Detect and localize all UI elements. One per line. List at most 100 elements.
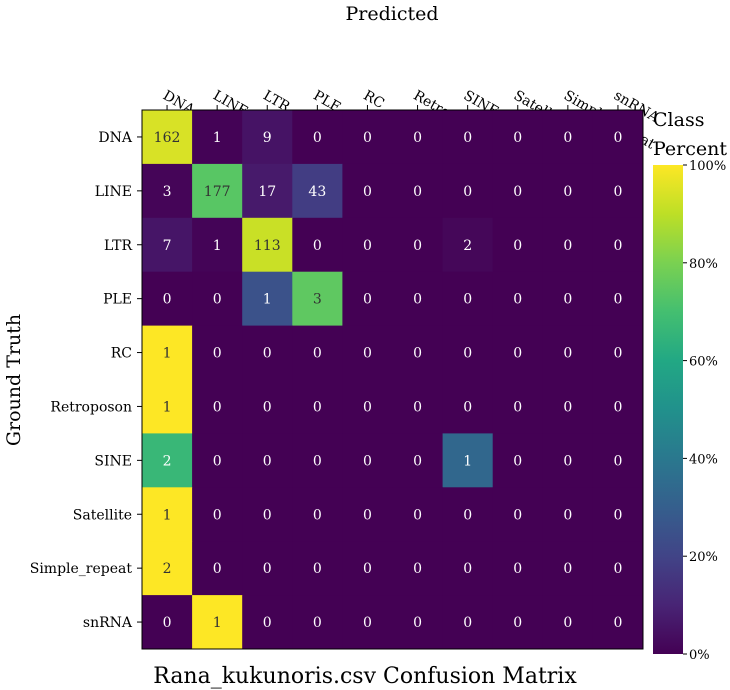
- colorbar-tick-label: 60%: [689, 355, 718, 370]
- heatmap-cell: [142, 595, 193, 650]
- cell-value-label: 1: [163, 399, 172, 415]
- heatmap-cell: [342, 217, 393, 273]
- cell-value-label: 2: [163, 453, 172, 469]
- cell-value-label: 0: [513, 130, 522, 146]
- y-tick-label: PLE: [103, 292, 132, 308]
- heatmap-cell: [192, 325, 243, 380]
- heatmap-cell: [192, 217, 243, 273]
- heatmap-cell: [292, 379, 343, 434]
- x-tick-label: RC: [360, 88, 386, 112]
- cell-value-label: 0: [263, 615, 272, 631]
- cell-value-label: 0: [313, 453, 322, 469]
- heatmap-cell: [192, 541, 243, 596]
- heatmap-cell: [492, 110, 544, 165]
- heatmap-cell: [592, 110, 644, 165]
- y-tick-label: SINE: [94, 453, 132, 469]
- cell-value-label: 0: [163, 615, 172, 631]
- heatmap-cell: [442, 595, 494, 650]
- cell-value-label: 0: [363, 292, 372, 308]
- colorbar-gradient: [653, 165, 683, 654]
- cell-value-label: 0: [313, 615, 322, 631]
- cell-value-label: 0: [313, 561, 322, 577]
- cell-value-label: 0: [563, 292, 572, 308]
- cell-value-label: 0: [563, 184, 572, 200]
- heatmap-cell: [492, 163, 544, 219]
- cell-value-label: 0: [613, 507, 622, 523]
- heatmap-cell: [292, 271, 343, 327]
- cell-value-label: 0: [263, 561, 272, 577]
- cell-value-label: 0: [363, 561, 372, 577]
- cell-value-label: 0: [513, 238, 522, 254]
- heatmap-cell: [492, 595, 544, 650]
- heatmap-cell: [592, 325, 644, 380]
- y-tick-label: snRNA: [83, 615, 133, 631]
- cell-value-label: 0: [363, 615, 372, 631]
- cell-value-label: 0: [313, 399, 322, 415]
- y-tick-label: DNA: [98, 130, 132, 146]
- heatmap-cell: [442, 487, 494, 542]
- heatmap-cell: [342, 163, 393, 219]
- cell-value-label: 0: [463, 292, 472, 308]
- cell-value-label: 43: [308, 184, 326, 200]
- cell-value-label: 0: [363, 346, 372, 362]
- cell-value-label: 2: [163, 561, 172, 577]
- heatmap-cell: [392, 217, 444, 273]
- cell-value-label: 0: [413, 292, 422, 308]
- heatmap-cell: [292, 433, 343, 488]
- cell-value-label: 0: [513, 292, 522, 308]
- heatmap-cell: [342, 110, 393, 165]
- cell-value-label: 0: [413, 130, 422, 146]
- cell-value-label: 0: [463, 346, 472, 362]
- cell-value-label: 0: [563, 453, 572, 469]
- cell-value-label: 0: [563, 130, 572, 146]
- heatmap-cell: [442, 541, 494, 596]
- cell-value-label: 0: [513, 346, 522, 362]
- cell-value-label: 3: [313, 292, 322, 308]
- cell-value-label: 0: [513, 615, 522, 631]
- heatmap-cell: [142, 325, 193, 380]
- heatmap-cells: 162 1 9 0 0 0 0 0 0 03 177 17 43 0 0 0 0 0 07 1 113 0 0 0 2 0 0 00 0…: [142, 110, 644, 650]
- heatmap-cell: [242, 541, 293, 596]
- heatmap-cell: [592, 379, 644, 434]
- cell-value-label: 7: [163, 238, 172, 254]
- heatmap-cell: [492, 325, 544, 380]
- heatmap-cell: [492, 487, 544, 542]
- cell-value-label: 0: [363, 453, 372, 469]
- cell-value-label: 0: [613, 238, 622, 254]
- heatmap-cell: [342, 487, 393, 542]
- cell-value-label: 0: [313, 346, 322, 362]
- cell-value-label: 0: [463, 615, 472, 631]
- colorbar-ticks: 0% 20% 40% 60% 80% 100%: [683, 159, 726, 663]
- heatmap-cell: [442, 325, 494, 380]
- cell-value-label: 0: [213, 346, 222, 362]
- heatmap-cell: [292, 217, 343, 273]
- heatmap-cell: [142, 163, 193, 219]
- cell-value-label: 0: [513, 507, 522, 523]
- heatmap-cell: [592, 433, 644, 488]
- cell-value-label: 0: [613, 453, 622, 469]
- cell-value-label: 0: [463, 399, 472, 415]
- cell-value-label: 0: [263, 399, 272, 415]
- heatmap-cell: [192, 433, 243, 488]
- heatmap-cell: [492, 433, 544, 488]
- cell-value-label: 0: [363, 184, 372, 200]
- heatmap-cell: [592, 217, 644, 273]
- heatmap-cell: [292, 163, 343, 219]
- cell-value-label: 0: [563, 238, 572, 254]
- y-tick-label: LTR: [104, 238, 132, 254]
- cell-value-label: 0: [613, 184, 622, 200]
- cell-value-label: 0: [363, 399, 372, 415]
- cell-value-label: 0: [263, 507, 272, 523]
- heatmap-cell: [392, 163, 444, 219]
- heatmap-cell: [142, 217, 193, 273]
- cell-value-label: 1: [163, 346, 172, 362]
- cell-value-label: 0: [613, 346, 622, 362]
- cell-value-label: 0: [263, 453, 272, 469]
- heatmap-cell: [392, 487, 444, 542]
- cell-value-label: 0: [463, 130, 472, 146]
- heatmap-cell: [442, 271, 494, 327]
- heatmap-cell: [242, 595, 293, 650]
- heatmap-cell: [292, 541, 343, 596]
- cell-value-label: 0: [563, 615, 572, 631]
